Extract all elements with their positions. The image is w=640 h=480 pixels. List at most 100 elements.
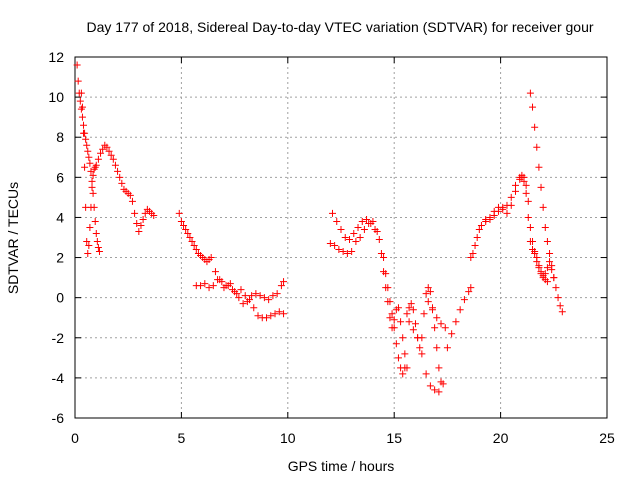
data-point (105, 147, 113, 155)
data-point (207, 254, 215, 262)
data-point (543, 278, 551, 286)
data-point (552, 284, 560, 292)
data-point (471, 242, 479, 250)
data-point (435, 364, 443, 372)
series-arc-6 (211, 268, 288, 322)
data-point (486, 213, 494, 221)
data-point (78, 103, 86, 111)
data-point (92, 229, 100, 237)
y-tick-label: -6 (52, 410, 65, 426)
data-point (375, 236, 383, 244)
data-point (263, 314, 271, 322)
data-point (216, 276, 224, 284)
data-point (460, 296, 468, 304)
data-point (431, 386, 439, 394)
series-arc-2 (77, 89, 143, 258)
data-point (150, 211, 158, 219)
data-point (190, 242, 198, 250)
data-point (392, 340, 400, 348)
data-point (211, 268, 219, 276)
data-point (533, 143, 541, 151)
data-point (182, 225, 190, 233)
data-point (354, 223, 362, 231)
data-point (333, 217, 341, 225)
data-point (133, 219, 141, 227)
data-point (394, 354, 402, 362)
data-point (192, 246, 200, 254)
data-point (177, 217, 185, 225)
data-point (518, 173, 526, 181)
data-point (535, 264, 543, 272)
data-point (269, 292, 277, 300)
data-point (205, 284, 213, 292)
data-point (365, 219, 373, 227)
data-point (235, 294, 243, 302)
data-point (558, 308, 566, 316)
axis-ticks (74, 56, 608, 419)
data-point (228, 286, 236, 294)
data-point (405, 304, 413, 312)
data-point (416, 344, 424, 352)
data-point (358, 217, 366, 225)
data-point (522, 189, 530, 197)
data-point (469, 250, 477, 258)
data-point (260, 294, 268, 302)
data-point (92, 161, 100, 169)
data-point (409, 306, 417, 314)
data-point (175, 209, 183, 217)
data-point (373, 227, 381, 235)
series-arc-5 (192, 276, 288, 308)
series-arc-13 (482, 173, 558, 282)
data-point (197, 282, 205, 290)
data-point (499, 205, 507, 213)
data-point (245, 296, 253, 304)
data-point (531, 123, 539, 131)
data-point (369, 217, 377, 225)
data-points (73, 61, 566, 396)
data-point (139, 215, 147, 223)
data-point (401, 350, 409, 358)
data-point (114, 167, 122, 175)
series-arc-14 (526, 89, 566, 316)
data-point (83, 141, 91, 149)
data-point (89, 189, 97, 197)
data-point (431, 324, 439, 332)
data-point (337, 225, 345, 233)
data-point (82, 135, 90, 143)
data-point (541, 223, 549, 231)
data-point (467, 254, 475, 262)
data-point (328, 209, 336, 217)
data-point (467, 284, 475, 292)
data-point (482, 215, 490, 223)
data-point (280, 310, 288, 318)
data-point (429, 306, 437, 314)
data-point (473, 234, 481, 241)
data-point (256, 292, 264, 300)
data-point (237, 286, 245, 294)
data-point (422, 370, 430, 378)
data-point (507, 193, 515, 201)
y-tick-label: 6 (56, 169, 64, 185)
data-point (435, 388, 443, 396)
data-point (535, 163, 543, 171)
data-point (418, 350, 426, 358)
data-point (141, 209, 149, 217)
data-point (526, 223, 534, 231)
plot-frame (74, 56, 608, 419)
data-point (86, 159, 94, 167)
data-point (74, 77, 82, 85)
data-point (107, 151, 115, 159)
data-point (377, 250, 385, 258)
y-tick-label: -2 (52, 330, 65, 346)
data-point (456, 306, 464, 314)
data-point (335, 246, 343, 254)
data-point (384, 298, 392, 306)
data-point (111, 161, 119, 169)
data-point (380, 254, 388, 262)
data-point (526, 89, 534, 97)
data-point (546, 250, 554, 258)
data-point (399, 370, 407, 378)
y-tick-label: 0 (56, 290, 64, 306)
data-point (529, 103, 537, 111)
series-arc-4 (175, 209, 215, 266)
